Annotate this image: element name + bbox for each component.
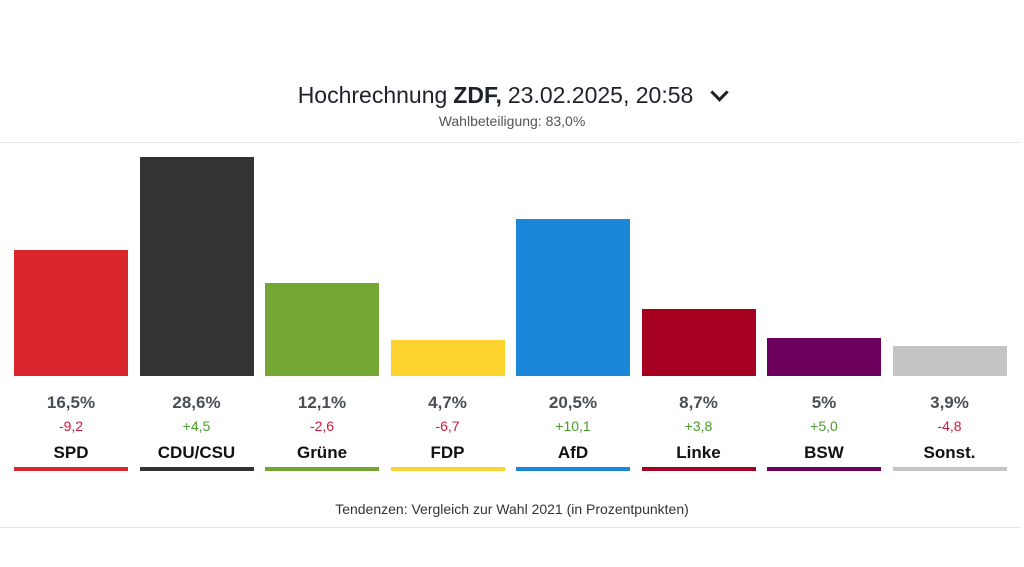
party-color-line — [641, 467, 756, 471]
party-color-line — [892, 467, 1007, 471]
bar-6 — [767, 337, 881, 376]
category-label: Sonst. — [923, 443, 976, 462]
change-label: +10,1 — [555, 418, 591, 434]
party-label-group: 20,5% +10,1 AfD — [516, 393, 630, 471]
value-label: 5% — [811, 393, 837, 412]
bar-1 — [139, 157, 254, 376]
bar-7 — [892, 346, 1007, 376]
value-label: 4,7% — [428, 393, 467, 412]
party-label-group: 28,6% +4,5 CDU/CSU — [139, 393, 254, 471]
value-label: 16,5% — [46, 393, 96, 412]
divider — [0, 142, 1020, 143]
category-label: Linke — [676, 443, 721, 462]
projection-selector[interactable]: Hochrechnung ZDF, 23.02.2025, 20:58 — [297, 82, 730, 109]
bar-0 — [14, 249, 128, 376]
category-label: AfD — [557, 443, 589, 462]
title-datetime: 23.02.2025, 20:58 — [507, 82, 694, 108]
bar-2 — [265, 283, 379, 376]
bar-3 — [390, 340, 505, 376]
change-label: +3,8 — [684, 418, 713, 434]
party-label-group: 4,7% -6,7 FDP — [390, 393, 505, 471]
change-label: +4,5 — [182, 418, 211, 434]
value-label: 3,9% — [930, 393, 969, 412]
change-label: -4,8 — [937, 418, 962, 434]
category-label: BSW — [804, 443, 844, 462]
party-label-group: 12,1% -2,6 Grüne — [265, 393, 379, 471]
value-label: 8,7% — [679, 393, 718, 412]
party-label-group: 8,7% +3,8 Linke — [641, 393, 756, 471]
party-color-line — [265, 467, 379, 471]
category-label: CDU/CSU — [157, 443, 236, 462]
title-source: ZDF, — [453, 82, 502, 108]
party-color-line — [139, 467, 254, 471]
category-label: FDP — [430, 443, 465, 462]
party-color-line — [390, 467, 505, 471]
bar-chart: 16,5% -9,2 SPD 28,6% +4,5 CDU/CSU 12,1% -2,6 Grü… — [0, 143, 1024, 483]
party-color-line — [14, 467, 128, 471]
party-label-group: 16,5% -9,2 SPD — [14, 393, 128, 471]
bar-5 — [641, 309, 756, 376]
bar-4 — [516, 219, 630, 376]
change-label: +5,0 — [810, 418, 838, 434]
value-label: 12,1% — [297, 393, 347, 412]
category-label: Grüne — [296, 443, 348, 462]
change-label: -2,6 — [309, 418, 335, 434]
change-label: -9,2 — [58, 418, 84, 434]
chart-header: Hochrechnung ZDF, 23.02.2025, 20:58 Wahl… — [0, 82, 1024, 129]
change-label: -6,7 — [435, 418, 460, 434]
chevron-down-icon[interactable] — [710, 83, 730, 102]
value-label: 20,5% — [548, 393, 598, 412]
footnote: Tendenzen: Vergleich zur Wahl 2021 (in P… — [335, 501, 689, 517]
party-label-group: 3,9% -4,8 Sonst. — [892, 393, 1007, 471]
party-color-line — [767, 467, 881, 471]
turnout: Wahlbeteiligung: 83,0% — [438, 113, 586, 129]
party-label-group: 5% +5,0 BSW — [767, 393, 881, 471]
title-prefix: Hochrechnung — [297, 82, 448, 108]
party-color-line — [516, 467, 630, 471]
value-label: 28,6% — [172, 393, 221, 412]
category-label: SPD — [53, 443, 89, 462]
divider — [0, 527, 1020, 528]
